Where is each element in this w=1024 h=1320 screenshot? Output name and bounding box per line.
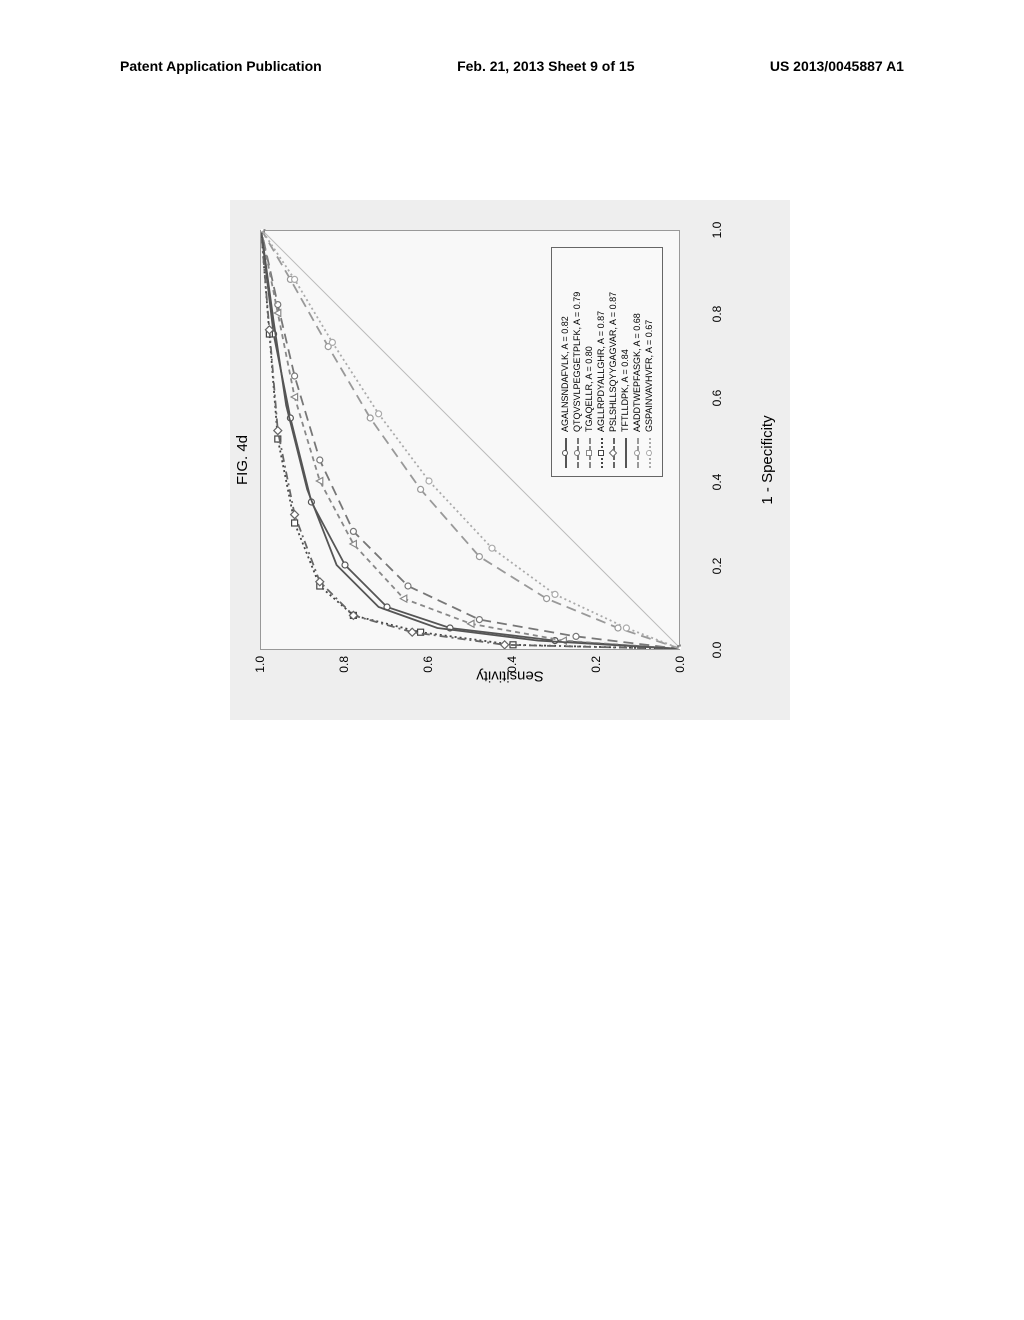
series-marker: [573, 633, 579, 639]
y-tick-label: 1.0: [253, 656, 267, 686]
legend-row: AGLLRPDYALLGHR, A = 0.87: [596, 256, 606, 468]
legend-swatch: [632, 438, 642, 468]
legend: AGALNSNDAFVLK, A = 0.82QTQVSVLPEGGETPLFK…: [551, 247, 663, 477]
series-marker: [623, 625, 629, 631]
legend-swatch: [608, 438, 618, 468]
plot-area: AGALNSNDAFVLK, A = 0.82QTQVSVLPEGGETPLFK…: [260, 230, 680, 650]
header-center: Feb. 21, 2013 Sheet 9 of 15: [457, 58, 634, 74]
series-marker: [274, 427, 282, 435]
x-tick-label: 0.8: [710, 299, 724, 329]
series-marker: [544, 596, 550, 602]
x-tick-label: 0.0: [710, 635, 724, 665]
series-marker: [342, 562, 348, 568]
series-marker: [501, 641, 509, 649]
legend-row: TFTLLDPK, A = 0.84: [620, 256, 630, 468]
legend-row: AGALNSNDAFVLK, A = 0.82: [560, 256, 570, 468]
legend-row: GSPAINVAVHVFR, A = 0.67: [644, 256, 654, 468]
legend-label: AGALNSNDAFVLK, A = 0.82: [560, 316, 570, 432]
series-marker: [476, 617, 482, 623]
legend-label: TGAQELLR, A = 0.80: [584, 346, 594, 432]
x-tick-label: 0.6: [710, 383, 724, 413]
x-tick-label: 0.2: [710, 551, 724, 581]
legend-label: AADDTWEPFASGK, A = 0.68: [632, 313, 642, 432]
series-marker: [316, 478, 323, 485]
x-tick-label: 1.0: [710, 215, 724, 245]
series-marker: [292, 373, 298, 379]
series-marker: [367, 415, 373, 421]
legend-label: QTQVSVLPEGGETPLFK, A = 0.79: [572, 292, 582, 432]
series-marker: [489, 545, 495, 551]
y-tick-label: 0.2: [589, 656, 603, 686]
y-tick-label: 0.6: [421, 656, 435, 686]
series-marker: [468, 620, 475, 627]
series-marker: [291, 511, 299, 519]
series-marker: [291, 394, 298, 401]
series-marker: [292, 520, 298, 526]
series-marker: [552, 591, 558, 597]
x-tick-label: 0.4: [710, 467, 724, 497]
legend-swatch: [644, 438, 654, 468]
y-tick-label: 0.4: [505, 656, 519, 686]
page-header: Patent Application Publication Feb. 21, …: [120, 58, 904, 74]
legend-row: PSLSHLLSQYYGAGVAR, A = 0.87: [608, 256, 618, 468]
series-marker: [350, 541, 357, 548]
legend-swatch: [584, 438, 594, 468]
legend-row: QTQVSVLPEGGETPLFK, A = 0.79: [572, 256, 582, 468]
legend-swatch: [596, 438, 606, 468]
legend-row: TGAQELLR, A = 0.80: [584, 256, 594, 468]
series-marker: [350, 528, 356, 534]
series-marker: [400, 595, 407, 602]
series-marker: [408, 628, 416, 636]
x-axis-label: 1 - Specificity: [759, 200, 776, 720]
legend-label: PSLSHLLSQYYGAGVAR, A = 0.87: [608, 292, 618, 432]
legend-swatch: [560, 438, 570, 468]
series-marker: [376, 411, 382, 417]
series-marker: [476, 554, 482, 560]
series-marker: [317, 457, 323, 463]
series-marker: [292, 276, 298, 282]
header-right: US 2013/0045887 A1: [770, 58, 904, 74]
legend-swatch: [620, 438, 630, 468]
y-tick-label: 0.0: [673, 656, 687, 686]
legend-label: GSPAINVAVHVFR, A = 0.67: [644, 320, 654, 432]
y-tick-label: 0.8: [337, 656, 351, 686]
legend-swatch: [572, 438, 582, 468]
legend-label: AGLLRPDYALLGHR, A = 0.87: [596, 311, 606, 432]
figure-label: FIG. 4d: [234, 200, 251, 720]
series-marker: [426, 478, 432, 484]
legend-row: AADDTWEPFASGK, A = 0.68: [632, 256, 642, 468]
series-marker: [418, 486, 424, 492]
series-marker: [405, 583, 411, 589]
header-left: Patent Application Publication: [120, 58, 322, 74]
legend-label: TFTLLDPK, A = 0.84: [620, 349, 630, 432]
roc-chart: FIG. 4d AGALNSNDAFVLK, A = 0.82QTQVSVLPE…: [230, 200, 790, 720]
series-marker: [329, 339, 335, 345]
